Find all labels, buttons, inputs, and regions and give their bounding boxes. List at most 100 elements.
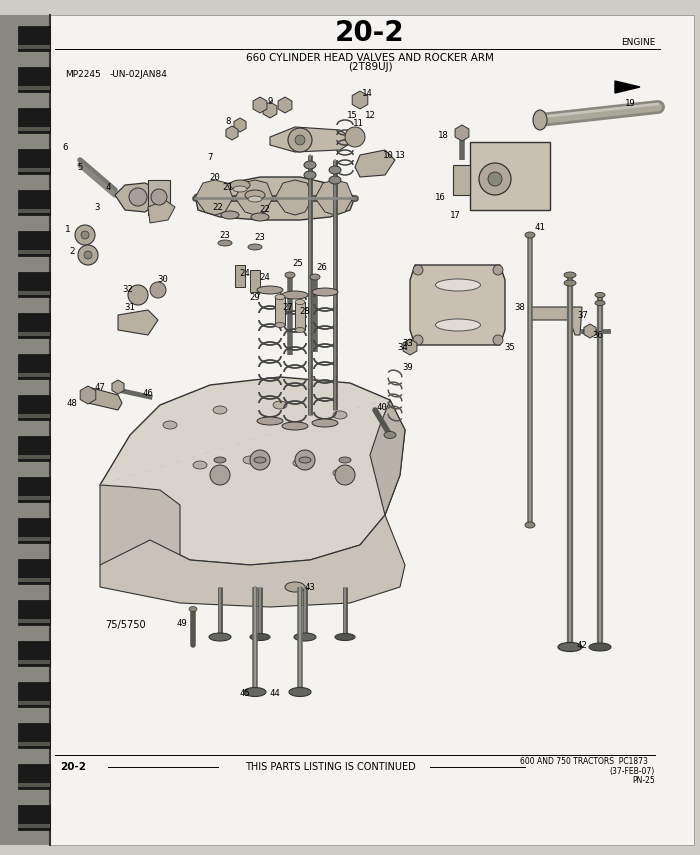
Ellipse shape	[564, 272, 576, 278]
Bar	[18, 313, 50, 338]
Bar	[18, 641, 50, 666]
Bar	[18, 701, 50, 705]
Ellipse shape	[209, 633, 231, 641]
Bar	[18, 291, 50, 295]
Circle shape	[81, 231, 89, 239]
Bar	[18, 86, 50, 90]
Circle shape	[150, 282, 166, 298]
Text: 20-2: 20-2	[335, 19, 405, 47]
Bar	[275, 297, 285, 325]
Polygon shape	[315, 180, 353, 215]
Bar	[18, 67, 50, 92]
Ellipse shape	[289, 687, 311, 697]
Ellipse shape	[304, 171, 316, 179]
Ellipse shape	[435, 319, 480, 331]
Bar	[148, 180, 170, 215]
Text: 18: 18	[438, 131, 449, 139]
Polygon shape	[100, 515, 405, 607]
Ellipse shape	[257, 286, 283, 294]
Ellipse shape	[285, 582, 305, 592]
Text: 20: 20	[209, 173, 220, 181]
Bar	[18, 26, 50, 51]
Bar	[18, 537, 50, 541]
Ellipse shape	[218, 240, 232, 246]
Bar	[18, 723, 50, 748]
Text: 42: 42	[577, 640, 587, 650]
Bar	[18, 127, 50, 131]
Ellipse shape	[214, 457, 226, 463]
Text: 22: 22	[213, 203, 223, 211]
Circle shape	[151, 189, 167, 205]
Text: 14: 14	[362, 89, 372, 97]
Text: 4: 4	[105, 182, 111, 192]
Bar	[18, 619, 50, 623]
Text: 11: 11	[353, 119, 363, 127]
Text: 20-2: 20-2	[60, 762, 86, 772]
Ellipse shape	[333, 411, 347, 419]
Circle shape	[84, 251, 92, 259]
Polygon shape	[530, 307, 582, 335]
Text: 41: 41	[535, 222, 545, 232]
Ellipse shape	[304, 161, 316, 169]
Bar	[18, 209, 50, 213]
Ellipse shape	[312, 419, 338, 427]
Text: 13: 13	[395, 150, 405, 160]
Circle shape	[345, 127, 365, 147]
Circle shape	[488, 172, 502, 186]
Circle shape	[335, 465, 355, 485]
Text: 43: 43	[304, 582, 316, 592]
Text: 9: 9	[267, 97, 273, 107]
Text: 29: 29	[250, 292, 260, 302]
Bar	[18, 805, 50, 830]
Text: 32: 32	[122, 286, 134, 294]
Ellipse shape	[193, 461, 207, 469]
Bar	[18, 414, 50, 418]
Text: THIS PARTS LISTING IS CONTINUED: THIS PARTS LISTING IS CONTINUED	[244, 762, 415, 772]
Bar	[18, 682, 50, 707]
Text: 10: 10	[383, 150, 393, 160]
Circle shape	[493, 335, 503, 345]
Ellipse shape	[595, 292, 605, 298]
Text: 24: 24	[239, 268, 251, 278]
Ellipse shape	[525, 232, 535, 238]
Ellipse shape	[329, 176, 341, 184]
Text: 7: 7	[207, 152, 213, 162]
Ellipse shape	[282, 291, 308, 299]
Ellipse shape	[285, 272, 295, 278]
Text: 49: 49	[176, 618, 188, 628]
Ellipse shape	[329, 166, 341, 174]
Text: 6: 6	[62, 143, 68, 151]
Polygon shape	[355, 150, 395, 177]
Bar	[18, 436, 50, 461]
Text: 15: 15	[346, 110, 358, 120]
Text: 28: 28	[300, 308, 310, 316]
Bar	[18, 45, 50, 49]
Ellipse shape	[254, 457, 266, 463]
Bar	[18, 332, 50, 336]
Text: 40: 40	[377, 403, 387, 411]
Bar	[18, 742, 50, 746]
Ellipse shape	[564, 280, 576, 286]
Bar	[235, 265, 245, 287]
Circle shape	[493, 265, 503, 275]
Ellipse shape	[233, 186, 247, 192]
Bar	[453, 165, 470, 195]
Bar	[0, 15, 49, 845]
Text: PN-25: PN-25	[632, 775, 655, 785]
Bar	[18, 455, 50, 459]
Text: 22: 22	[260, 205, 270, 215]
Ellipse shape	[163, 421, 177, 429]
Ellipse shape	[282, 422, 308, 430]
Text: 24: 24	[260, 273, 270, 281]
Bar	[18, 578, 50, 582]
Ellipse shape	[335, 634, 355, 640]
Ellipse shape	[310, 274, 320, 280]
Text: 26: 26	[316, 262, 328, 272]
Circle shape	[413, 265, 423, 275]
Circle shape	[129, 188, 147, 206]
Text: MP2245: MP2245	[65, 70, 101, 80]
Bar	[18, 600, 50, 625]
Text: 31: 31	[125, 303, 135, 311]
Bar	[18, 783, 50, 787]
Text: 33: 33	[402, 339, 414, 347]
